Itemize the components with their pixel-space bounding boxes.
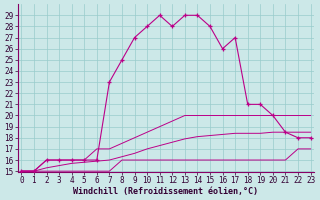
X-axis label: Windchill (Refroidissement éolien,°C): Windchill (Refroidissement éolien,°C) [74, 187, 259, 196]
